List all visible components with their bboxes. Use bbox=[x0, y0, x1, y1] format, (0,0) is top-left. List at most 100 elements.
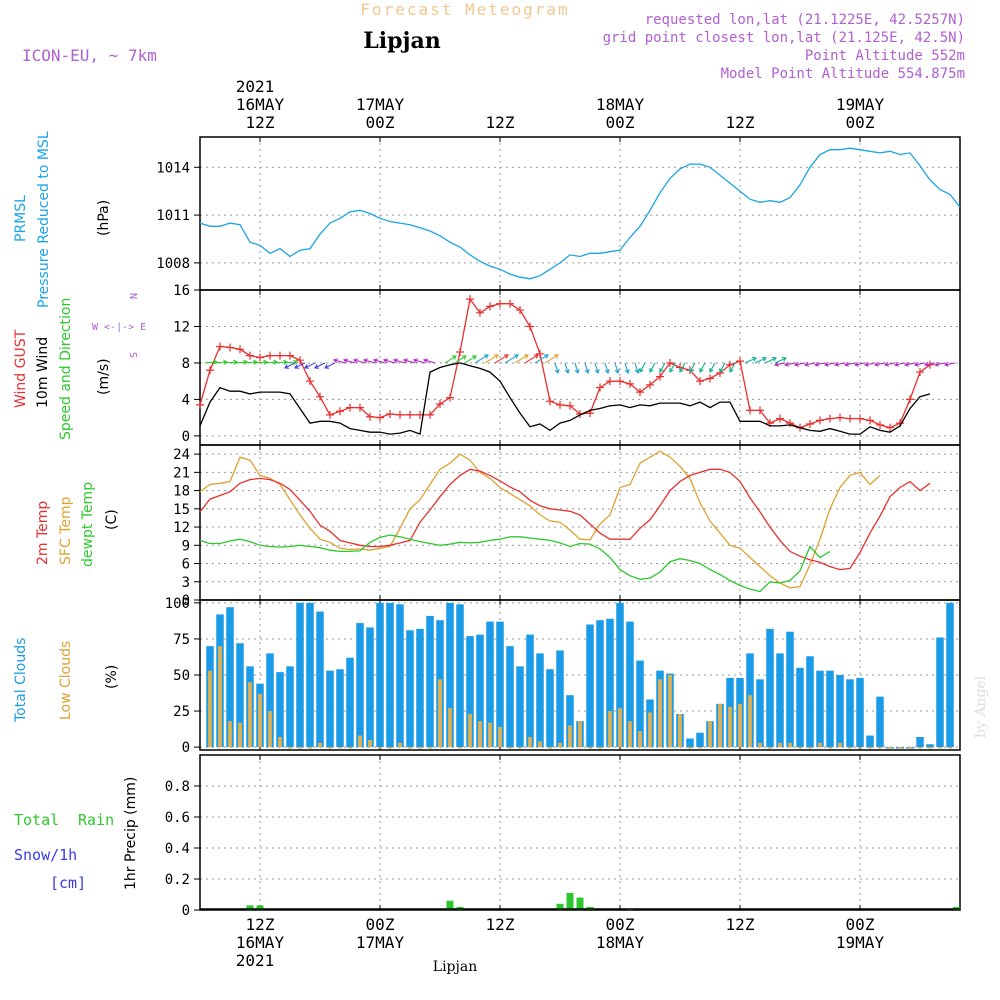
ytick-label-0-2: 1014 bbox=[156, 160, 190, 176]
wind-labels: Wind GUST 10m Wind Speed and Direction (… bbox=[13, 293, 146, 440]
gust-marker-58 bbox=[776, 414, 784, 423]
total-cloud-bar-29 bbox=[486, 621, 494, 748]
gust-marker-11 bbox=[306, 377, 314, 386]
ytick-label-1-0: 0 bbox=[182, 429, 190, 445]
location-title: Lipjan bbox=[363, 28, 440, 54]
precip-label-total: Total bbox=[14, 811, 59, 829]
wind-arrow-40.5 bbox=[544, 354, 559, 364]
low-cloud-bar-3 bbox=[228, 721, 232, 748]
wind-arrowhead-55.5 bbox=[689, 367, 694, 373]
ytick-label-4-3: 0.6 bbox=[165, 810, 190, 826]
wind-arrowhead-48.5 bbox=[624, 368, 630, 374]
wind-arrowhead-31.5 bbox=[461, 355, 467, 360]
gust-marker-32 bbox=[516, 306, 524, 315]
wind-arrow-24.5 bbox=[373, 359, 386, 364]
total-cloud-bar-37 bbox=[566, 695, 574, 748]
low-cloud-bar-6 bbox=[258, 693, 262, 748]
total-cloud-bar-42 bbox=[616, 602, 624, 748]
total-cloud-bar-40 bbox=[596, 620, 604, 748]
wind-arrow-53.5 bbox=[669, 362, 676, 373]
ytick-label-2-8: 24 bbox=[173, 447, 190, 463]
wind-arrowhead-19.5 bbox=[324, 364, 330, 369]
bottom-date-label-5: 19MAY bbox=[836, 933, 885, 952]
wind-arrow-65.5 bbox=[784, 362, 796, 366]
low-cloud-bar-16 bbox=[358, 735, 362, 748]
wind-arrow-81.5 bbox=[944, 362, 956, 366]
wind-arrow-58.5 bbox=[719, 362, 726, 373]
wind-arrowhead-67.5 bbox=[803, 361, 809, 367]
temp-ylabel-unit: (C) bbox=[104, 509, 120, 530]
wind-arrow-9.5 bbox=[234, 361, 248, 364]
total-cloud-bar-59 bbox=[786, 631, 794, 748]
gust-marker-36 bbox=[556, 400, 564, 409]
wind-arrowhead-53.5 bbox=[669, 367, 674, 373]
top-year-label: 2021 bbox=[236, 77, 275, 96]
wind-arrowhead-44.5 bbox=[584, 368, 590, 374]
wind-arrowhead-27.5 bbox=[402, 358, 408, 364]
ytick-label-3-4: 100 bbox=[165, 596, 190, 612]
low-cloud-bar-35 bbox=[548, 747, 552, 749]
wind-arrow-35.5 bbox=[494, 354, 509, 364]
total-cloud-bar-13 bbox=[326, 670, 334, 748]
total-cloud-bar-34 bbox=[536, 653, 544, 748]
gust-marker-1 bbox=[206, 366, 214, 375]
wind-arrow-51.5 bbox=[649, 362, 656, 373]
ytick-label-1-4: 16 bbox=[173, 283, 190, 299]
wind-arrowhead-54.5 bbox=[679, 367, 684, 373]
rain-bar-1 bbox=[256, 905, 264, 910]
wind-arrowhead-12.5 bbox=[273, 359, 279, 365]
wind-speed-line bbox=[199, 362, 931, 435]
wind-arrow-71.5 bbox=[844, 362, 856, 366]
wind-arrowhead-24.5 bbox=[372, 358, 378, 364]
wind-arrowhead-58.5 bbox=[719, 367, 724, 373]
gust-marker-46 bbox=[656, 372, 664, 381]
gust-marker-37 bbox=[566, 401, 574, 410]
pressure-line bbox=[199, 147, 961, 280]
wind-arrowhead-52.5 bbox=[659, 367, 664, 373]
total-cloud-bar-25 bbox=[446, 602, 454, 748]
wind-arrowhead-32.5 bbox=[471, 355, 477, 360]
gust-marker-64 bbox=[836, 413, 844, 422]
total-cloud-bar-67 bbox=[866, 735, 874, 748]
low-cloud-bar-30 bbox=[498, 726, 502, 748]
wind-arrow-57.5 bbox=[709, 362, 716, 373]
rain-bar-6 bbox=[576, 897, 584, 910]
wind-arrowhead-17.5 bbox=[304, 364, 310, 369]
total-cloud-bar-16 bbox=[356, 623, 364, 748]
wind-arrow-76.5 bbox=[894, 362, 906, 366]
total-cloud-bar-41 bbox=[606, 618, 614, 748]
low-cloud-bar-39 bbox=[588, 747, 592, 749]
total-cloud-bar-72 bbox=[916, 737, 924, 748]
bottom-year-label: 2021 bbox=[236, 951, 275, 970]
wind-arrow-17.5 bbox=[304, 362, 316, 369]
low-cloud-bar-31 bbox=[508, 747, 512, 749]
low-cloud-bar-4 bbox=[238, 722, 242, 748]
wind-arrowhead-46.5 bbox=[604, 368, 610, 374]
rain-bar-2 bbox=[446, 900, 454, 910]
total-cloud-bar-30 bbox=[496, 621, 504, 748]
wind-arrowhead-40.5 bbox=[553, 354, 559, 359]
temperature-panel: 0 3 6 9 12 15 18 21 24 bbox=[173, 444, 961, 609]
wind-arrow-74.5 bbox=[874, 362, 886, 366]
gust-marker-19 bbox=[386, 410, 394, 418]
low-cloud-bar-55 bbox=[748, 695, 752, 748]
wind-arrowhead-47.5 bbox=[614, 368, 620, 374]
requested-coords: requested lon,lat (21.1225E, 42.5257N) bbox=[645, 12, 965, 28]
grid-point-coords: grid point closest lon,lat (21.125E, 42.… bbox=[603, 30, 965, 46]
ytick-label-4-0: 0 bbox=[182, 903, 190, 919]
total-cloud-bar-60 bbox=[796, 667, 804, 748]
low-cloud-bar-10 bbox=[298, 747, 302, 749]
gust-marker-31 bbox=[506, 299, 514, 308]
total-cloud-bar-58 bbox=[776, 653, 784, 748]
precip-label-cm: [cm] bbox=[50, 874, 86, 892]
low-cloud-bar-46 bbox=[658, 679, 662, 748]
top-time-label-1: 00Z bbox=[366, 113, 395, 132]
total-cloud-bar-63 bbox=[826, 670, 834, 748]
low-cloud-bar-58 bbox=[778, 742, 782, 748]
low-cloud-bar-64 bbox=[838, 742, 842, 748]
gust-marker-27 bbox=[466, 295, 474, 304]
wind-ylabel-10m: 10m Wind bbox=[35, 337, 51, 408]
total-cloud-bar-17 bbox=[366, 627, 374, 748]
ytick-label-2-6: 18 bbox=[173, 484, 190, 500]
low-cloud-bar-59 bbox=[788, 742, 792, 748]
